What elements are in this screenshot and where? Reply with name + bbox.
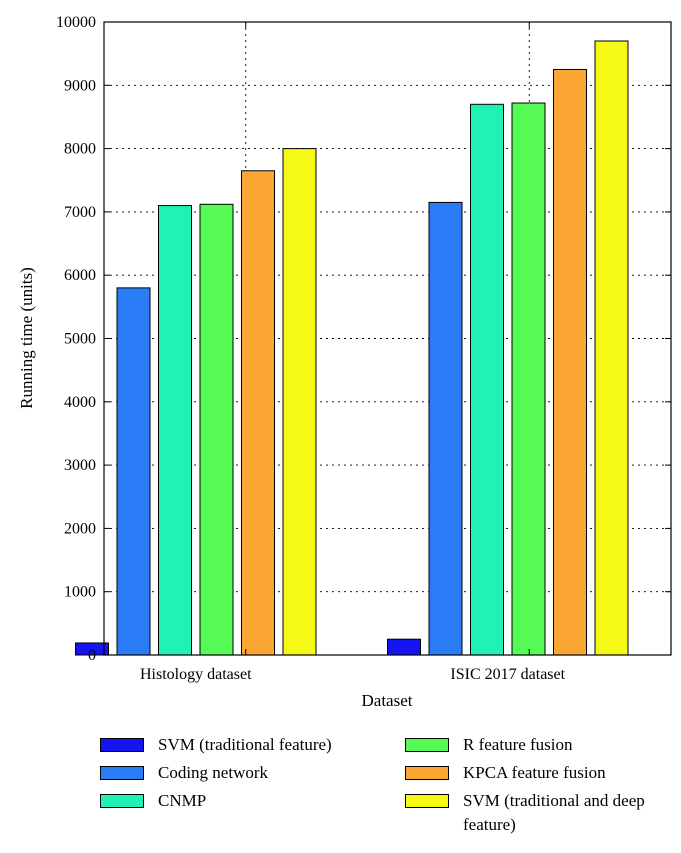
- y-tick-label: 4000: [64, 394, 96, 411]
- bar: [199, 203, 234, 656]
- x-tick-label: ISIC 2017 dataset: [450, 666, 565, 683]
- bar: [116, 287, 151, 656]
- legend-item: Coding network: [100, 761, 268, 785]
- legend-item: SVM (traditional and deep feature): [405, 789, 670, 837]
- y-tick-label: 6000: [64, 267, 96, 284]
- grid-lines: [104, 22, 671, 655]
- legend-item: R feature fusion: [405, 733, 573, 757]
- legend-swatch: [100, 794, 144, 808]
- legend-label: KPCA feature fusion: [463, 763, 606, 782]
- bar: [594, 40, 629, 656]
- bar: [428, 201, 463, 656]
- y-tick-label: 2000: [64, 520, 96, 537]
- y-tick-label: 8000: [64, 141, 96, 158]
- bar: [470, 103, 504, 656]
- legend-swatch: [100, 738, 144, 752]
- bar: [158, 205, 192, 656]
- legend-swatch: [405, 738, 449, 752]
- legend-swatch: [405, 794, 449, 808]
- bar: [241, 170, 275, 656]
- axis-ticks: [104, 21, 671, 656]
- legend-label: Coding network: [158, 763, 269, 782]
- y-tick-label: 7000: [64, 204, 96, 221]
- legend-label: R feature fusion: [463, 735, 573, 754]
- bar: [75, 642, 109, 656]
- y-tick-label: 5000: [64, 331, 96, 348]
- y-tick-label: 1000: [64, 584, 96, 601]
- x-tick-label: Histology dataset: [140, 666, 252, 683]
- x-axis-title: Dataset: [362, 691, 413, 710]
- y-tick-label: 3000: [64, 457, 96, 474]
- bar: [553, 68, 587, 656]
- y-tick-label: 0: [88, 647, 96, 664]
- bars: [75, 40, 629, 656]
- y-tick-label: 9000: [64, 77, 96, 94]
- legend-item: CNMP: [100, 789, 206, 813]
- y-tick-labels: 0 1000 2000 3000 4000 5000 6000 7000 8000 9000 100…: [56, 14, 96, 664]
- legend-label: CNMP: [158, 791, 207, 810]
- y-axis-title: Running time (units): [17, 267, 36, 409]
- legend-label: SVM (traditional feature): [158, 735, 332, 754]
- y-tick-label: 10000: [56, 14, 96, 31]
- legend-item: SVM (traditional feature): [100, 733, 332, 757]
- legend-swatch: [405, 766, 449, 780]
- legend-label: SVM (traditional and deep feature): [463, 791, 645, 834]
- bar: [387, 638, 421, 656]
- legend-item: KPCA feature fusion: [405, 761, 606, 785]
- x-tick-labels: Histology dataset ISIC 2017 dataset: [140, 666, 566, 683]
- bar: [511, 102, 546, 656]
- legend-swatch: [100, 766, 144, 780]
- bar: [282, 148, 317, 656]
